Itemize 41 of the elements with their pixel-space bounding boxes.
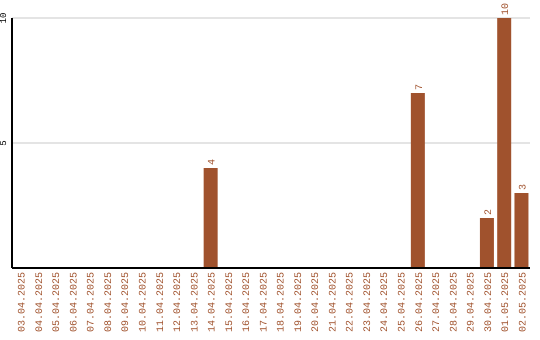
x-tick-label: 06.04.2025 [69, 272, 80, 332]
data-label: 3 [518, 184, 530, 190]
x-tick-label: 07.04.2025 [86, 272, 98, 332]
bar [480, 218, 494, 268]
x-tick-label: 09.04.2025 [121, 272, 132, 332]
x-tick-label: 10.04.2025 [138, 272, 150, 332]
x-tick-label: 14.04.2025 [208, 272, 219, 332]
x-tick-label: 04.04.2025 [34, 272, 46, 332]
bar [204, 168, 218, 268]
x-tick-label: 28.04.2025 [449, 272, 460, 332]
x-tick-label: 26.04.2025 [414, 272, 426, 332]
data-label: 7 [414, 84, 426, 90]
x-tick-label: 17.04.2025 [259, 272, 270, 332]
x-tick-label: 29.04.2025 [466, 272, 478, 332]
bar [497, 18, 512, 268]
x-tick-label: 13.04.2025 [190, 272, 202, 332]
x-tick-label: 01.05.2025 [501, 272, 512, 332]
y-tick-label: 5 [0, 140, 9, 146]
x-tick-label: 27.04.2025 [432, 272, 444, 332]
x-tick-label: 12.04.2025 [173, 272, 184, 332]
x-tick-label: 23.04.2025 [362, 272, 374, 332]
x-tick-label: 24.04.2025 [380, 272, 392, 332]
x-tick-label: 08.04.2025 [104, 272, 115, 332]
x-tick-label: 25.04.2025 [398, 272, 408, 332]
x-tick-label: 20.04.2025 [311, 272, 322, 332]
x-tick-label: 19.04.2025 [294, 272, 305, 332]
x-tick-label: 21.04.2025 [328, 272, 340, 332]
x-tick-label: 16.04.2025 [242, 272, 254, 332]
x-tick-label: 11.04.2025 [156, 272, 167, 332]
x-tick-label: 15.04.2025 [224, 272, 236, 332]
bar [514, 193, 528, 268]
x-tick-label: 03.04.2025 [18, 272, 29, 332]
x-tick-label: 22.04.2025 [346, 272, 357, 332]
data-label: 4 [208, 158, 219, 165]
x-tick-label: 18.04.2025 [276, 272, 288, 332]
bar [410, 93, 425, 268]
data-label: 10 [501, 2, 512, 15]
x-tick-label: 02.05.2025 [518, 272, 530, 332]
x-tick-label: 30.04.2025 [484, 272, 495, 332]
x-tick-label: 05.04.2025 [52, 272, 64, 332]
data-label: 2 [484, 208, 495, 215]
